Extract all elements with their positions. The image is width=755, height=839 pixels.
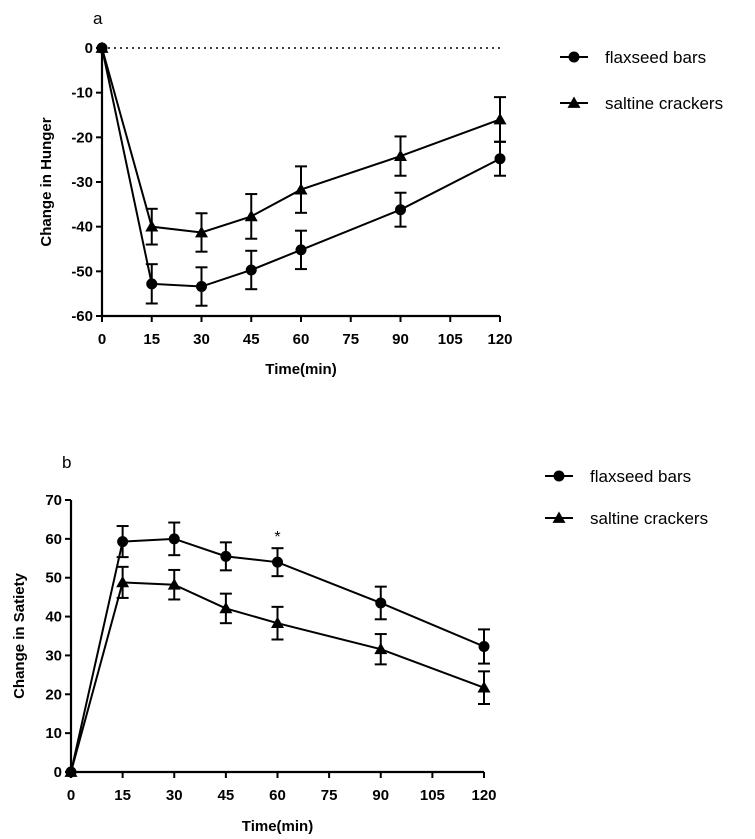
legend-marker	[552, 511, 566, 523]
legend: flaxseed bars saltine crackers	[560, 48, 723, 113]
x-tick-label: 0	[98, 331, 106, 348]
x-tick-label: 45	[218, 787, 235, 804]
x-axis-title: Time(min)	[242, 818, 313, 835]
y-axis-title: Change in Hunger	[38, 117, 55, 246]
y-tick-label: -50	[71, 263, 93, 280]
data-point	[116, 575, 130, 588]
data-point	[272, 556, 283, 568]
data-point	[195, 225, 208, 238]
data-point	[245, 264, 257, 276]
y-tick-label: -20	[71, 129, 93, 146]
x-axis-title: Time(min)	[265, 361, 336, 378]
data-point	[374, 642, 388, 655]
panel-letter: a	[93, 9, 103, 28]
y-axis-title: Change in Satiety	[11, 572, 28, 699]
series-triangle	[64, 565, 491, 777]
y-tick-label: -30	[71, 174, 93, 191]
legend-item: flaxseed bars	[560, 48, 706, 67]
x-tick-label: 0	[67, 787, 75, 804]
data-point	[219, 601, 233, 614]
y-tick-label: 30	[45, 647, 62, 664]
y-tick-label: 0	[85, 40, 93, 57]
legend-label: saltine crackers	[590, 509, 708, 528]
data-point	[493, 112, 507, 125]
x-tick-label: 120	[471, 787, 496, 804]
data-point	[478, 640, 490, 652]
x-tick-label: 30	[166, 787, 183, 804]
y-tick-label: 60	[45, 531, 62, 548]
legend-label: flaxseed bars	[590, 467, 691, 486]
x-tick-label: 15	[114, 787, 131, 804]
x-tick-label: 60	[269, 787, 286, 804]
legend-marker	[567, 96, 581, 108]
x-tick-label: 90	[392, 331, 409, 348]
x-tick-label: 15	[143, 331, 160, 348]
legend-label: flaxseed bars	[605, 48, 706, 67]
x-tick-label: 60	[293, 331, 310, 348]
legend-label: saltine crackers	[605, 94, 723, 113]
data-point	[145, 220, 159, 232]
data-point	[64, 765, 78, 777]
x-tick-label: 75	[321, 787, 338, 804]
data-point	[196, 281, 207, 293]
x-tick-label: 30	[193, 331, 210, 348]
y-tick-label: 40	[45, 609, 62, 626]
panel-letter: b	[62, 453, 71, 472]
data-point	[295, 244, 307, 256]
x-tick-label: 90	[372, 787, 389, 804]
legend-item: flaxseed bars	[545, 467, 691, 486]
y-tick-label: 70	[45, 492, 62, 509]
data-point	[95, 41, 109, 53]
data-point	[494, 153, 506, 165]
data-point	[394, 149, 407, 161]
data-point	[477, 681, 491, 693]
y-tick-label: 20	[45, 686, 62, 703]
series-circle	[65, 521, 490, 778]
y-tick-label: -40	[71, 219, 93, 236]
data-point	[168, 533, 180, 545]
y-tick-label: 10	[45, 725, 62, 742]
x-tick-label: 105	[438, 331, 463, 348]
data-point	[375, 597, 387, 609]
chart-panel-b: b 0 10 20 30 40 50 60 70 0 15 30 45 60 75 90 105 120 Time(…	[11, 453, 708, 835]
data-point	[294, 183, 308, 195]
x-tick-label: 75	[342, 331, 359, 348]
y-tick-label: 0	[54, 764, 62, 781]
x-tick-label: 45	[243, 331, 260, 348]
chart-panel-a: a0-10-20-30-40-50-600 15 30 45 60 75 90 105 120T…	[38, 9, 723, 378]
legend-item: saltine crackers	[560, 94, 723, 113]
y-tick-label: 50	[45, 570, 62, 587]
y-tick-label: -60	[71, 308, 93, 325]
data-point	[117, 536, 129, 548]
data-point	[146, 278, 158, 290]
significance-marker: *	[274, 529, 280, 546]
legend-item: saltine crackers	[545, 509, 708, 528]
x-tick-label: 120	[487, 331, 512, 348]
y-tick-label: -10	[71, 85, 93, 102]
data-point	[220, 550, 232, 562]
data-point	[167, 578, 181, 590]
legend-marker	[568, 51, 580, 63]
data-point	[244, 209, 258, 222]
legend: flaxseed bars saltine crackers	[545, 467, 708, 528]
x-tick-label: 105	[420, 787, 445, 804]
legend-marker	[553, 470, 565, 482]
series-triangle	[95, 41, 507, 253]
data-point	[395, 204, 406, 216]
data-point	[271, 616, 284, 629]
